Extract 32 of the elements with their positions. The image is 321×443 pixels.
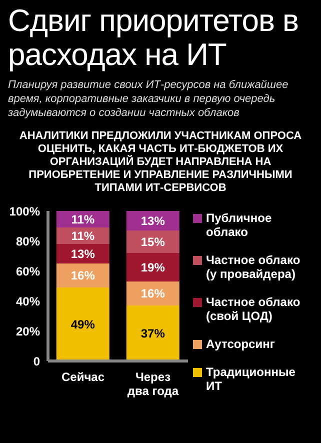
x-tick-label: Сейчас [61, 370, 105, 384]
bar [126, 253, 180, 282]
bar [56, 264, 110, 288]
legend-label: Публичное облако [206, 211, 273, 239]
legend-label: Частное облако (у провайдера) [206, 253, 302, 281]
data-label: 37% [140, 326, 166, 340]
y-tick-label: 0 [33, 354, 40, 368]
bar [126, 282, 180, 306]
bar [126, 306, 180, 361]
data-label: 16% [70, 268, 96, 282]
legend-label: Традиционные ИТ [206, 365, 296, 393]
bar [126, 230, 180, 253]
data-label: 11% [71, 228, 95, 243]
legend-label: Частное облако (свой ЦОД) [206, 295, 302, 323]
y-tick-label: 60% [16, 264, 40, 278]
chart-subtitle: Планируя развитие своих ИТ-ресурсов на ближайшее время, корпоративные заказчики в первую очередь задумываются о создании частных облаков [8, 78, 290, 120]
y-tick-label: 100% [9, 204, 40, 218]
data-label: 13% [70, 246, 96, 261]
data-label: 15% [140, 234, 166, 249]
data-label: 13% [140, 214, 166, 228]
y-tick-label: 80% [16, 234, 40, 248]
x-tick-label: Через два года [127, 370, 179, 398]
data-label: 11% [71, 212, 95, 226]
chart-title: Сдвиг приоритетов в расходах на ИТ [8, 3, 300, 72]
y-tick-label: 40% [16, 294, 40, 308]
data-label: 16% [140, 286, 166, 300]
y-tick-label: 20% [16, 324, 40, 338]
bar [56, 288, 110, 361]
text: АНАЛИТИКИ ПРЕДЛОЖИЛИ УЧАСТНИКАМ ОПРОСА ОЦЕНИТЬ, КАКАЯ ЧАСТЬ ИТ-БЮДЖЕТОВ ИХ ОРГАНИЗАЦИЙ БУДЕТ НАПРАВЛЕНА НА ПРИОБРЕТЕНИЕ И УПРАВЛЕНИЕ РАЗЛИЧНЫМИ ТИПАМИ ИТ-СЕРВИСОВ [18, 130, 303, 195]
legend-label: Аутсорсинг [206, 337, 275, 351]
data-label: 19% [140, 260, 166, 274]
data-label: 49% [70, 317, 96, 332]
